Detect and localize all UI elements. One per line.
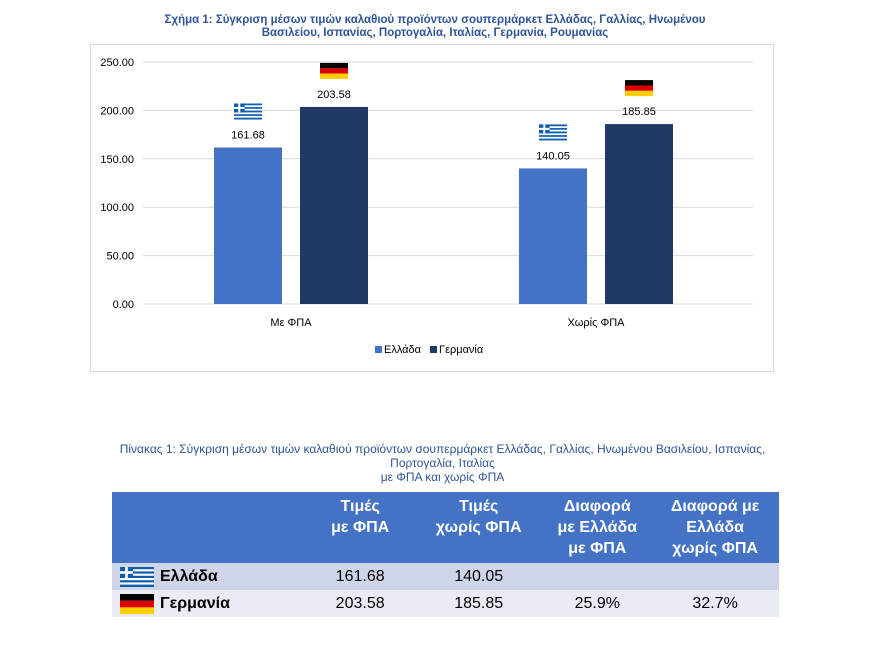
bar-chart: 0.00 50.00 100.00 150.00 200.00 250.00 161.68 2…	[100, 57, 753, 356]
figure-title: Σχήμα 1: Σύγκριση μέσων τιμών καλαθιού π…	[90, 14, 780, 40]
figure-title-line1: Σχήμα 1: Σύγκριση μέσων τιμών καλαθιού π…	[164, 14, 706, 26]
legend-swatch	[430, 346, 438, 353]
bar-germany	[605, 124, 673, 304]
y-tick-label: 50.00	[106, 251, 134, 263]
table-header-row: Τιμές με ΦΠΑ Τιμές χωρίς ΦΠΑ Διαφορά με …	[112, 492, 779, 563]
germany-flag-icon	[625, 80, 653, 97]
table-title-line1: Πίνακας 1: Σύγκριση μέσων τιμών καλαθιού…	[119, 442, 766, 456]
y-tick-label: 250.00	[100, 57, 134, 69]
cell-diff-with-vat: 25.9%	[543, 590, 652, 617]
germany-flag-icon	[120, 593, 154, 614]
table-title-line3: με ΦΠΑ και χωρίς ΦΠΑ	[380, 470, 505, 484]
y-tick-label: 100.00	[100, 202, 134, 214]
header-country	[112, 492, 307, 563]
cell-diff-without-vat: 32.7%	[651, 590, 779, 617]
cell-without-vat: 140.05	[413, 563, 544, 590]
y-tick-label: 150.00	[100, 154, 134, 166]
country-cell: Ελλάδα	[112, 563, 307, 590]
table-title: Πίνακας 1: Σύγκριση μέσων τιμών καλαθιού…	[60, 442, 825, 484]
cell-with-vat: 161.68	[306, 563, 414, 590]
x-category-label: Χωρίς ΦΠΑ	[567, 317, 625, 329]
figure-title-line2: Βασιλείου, Ισπανίας, Πορτογαλία, Ιταλίας…	[261, 27, 609, 39]
header-with-vat: Τιμές με ΦΠΑ	[306, 492, 414, 563]
legend-label: Γερμανία	[439, 344, 484, 356]
legend-swatch	[375, 346, 382, 353]
cell-diff-without-vat	[651, 563, 779, 590]
header-without-vat: Τιμές χωρίς ΦΠΑ	[413, 492, 544, 563]
data-label: 185.85	[622, 106, 656, 118]
chart-area: 0.00 50.00 100.00 150.00 200.00 250.00 161.68 2…	[90, 44, 774, 372]
y-tick-label: 0.00	[113, 299, 134, 311]
legend-label: Ελλάδα	[384, 344, 422, 356]
x-category-label: Με ΦΠΑ	[270, 317, 312, 329]
table-row-greece: Ελλάδα 161.68 140.05	[112, 563, 779, 590]
cell-without-vat: 185.85	[413, 590, 544, 617]
cell-with-vat: 203.58	[306, 590, 414, 617]
bar-germany	[300, 106, 368, 304]
data-label: 203.58	[317, 89, 351, 101]
country-name: Ελλάδα	[160, 567, 218, 585]
header-diff-with-vat: Διαφορά με Ελλάδα με ΦΠΑ	[543, 492, 652, 563]
greece-flag-icon	[120, 566, 154, 587]
bar-greece	[214, 147, 282, 304]
bar-greece	[519, 168, 587, 304]
table-row-germany: Γερμανία 203.58 185.85 25.9% 32.7%	[112, 590, 779, 617]
header-diff-without-vat: Διαφορά με Ελλάδα χωρίς ΦΠΑ	[651, 492, 779, 563]
country-cell: Γερμανία	[112, 590, 307, 617]
y-tick-label: 200.00	[100, 105, 134, 117]
germany-flag-icon	[320, 62, 348, 79]
data-label: 140.05	[536, 150, 570, 162]
greece-flag-icon	[539, 124, 567, 141]
country-name: Γερμανία	[160, 594, 230, 612]
data-label: 161.68	[231, 129, 265, 141]
greece-flag-icon	[234, 103, 262, 120]
table-title-line2: Πορτογαλία, Ιταλίας	[390, 456, 495, 470]
price-comparison-table: Τιμές με ΦΠΑ Τιμές χωρίς ΦΠΑ Διαφορά με …	[112, 492, 779, 617]
cell-diff-with-vat	[543, 563, 652, 590]
